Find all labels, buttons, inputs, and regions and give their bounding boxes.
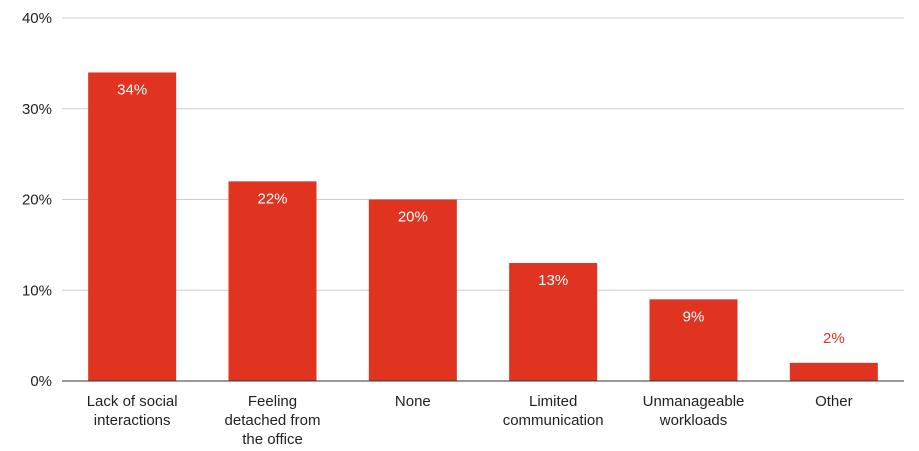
data-label: 20% — [398, 209, 428, 226]
data-label: 34% — [117, 81, 147, 98]
bars — [88, 72, 878, 381]
x-axis-category-labels: Lack of social interactions Feeling detache… — [87, 393, 853, 448]
category-label-line: Lack of social — [87, 393, 178, 410]
category-label-line: None — [395, 393, 431, 410]
category-label-line: the office — [242, 431, 303, 448]
data-label: 22% — [257, 190, 287, 207]
category-label: Limited communication — [503, 393, 604, 429]
y-tick-label: 40% — [22, 10, 52, 27]
y-tick-label: 10% — [22, 282, 52, 299]
data-label: 9% — [683, 308, 705, 325]
category-label: None — [395, 393, 431, 410]
y-tick-label: 0% — [30, 373, 52, 390]
category-label-line: communication — [503, 412, 604, 429]
category-label-line: workloads — [659, 412, 728, 429]
bar — [88, 72, 177, 381]
data-label: 2% — [823, 330, 845, 347]
gridlines — [62, 17, 904, 291]
category-label-line: Feeling — [248, 393, 297, 410]
category-label: Lack of social interactions — [87, 393, 178, 429]
category-label-line: Limited — [529, 393, 577, 410]
category-label: Other — [815, 393, 853, 410]
y-tick-label: 30% — [22, 101, 52, 118]
y-axis-tick-labels: 0% 10% 20% 30% 40% — [22, 10, 52, 390]
category-label-line: detached from — [225, 412, 321, 429]
category-label-line: Other — [815, 393, 853, 410]
data-label: 13% — [538, 272, 568, 289]
bar — [789, 362, 878, 381]
y-tick-label: 20% — [22, 192, 52, 209]
category-label-line: interactions — [94, 412, 171, 429]
category-label: Feeling detached from the office — [225, 393, 321, 448]
data-labels: 34% 22% 20% 13% 9% 2% — [117, 81, 845, 346]
category-label-line: Unmanageable — [643, 393, 745, 410]
bar — [228, 181, 317, 381]
category-label: Unmanageable workloads — [643, 393, 745, 429]
bar — [368, 199, 457, 381]
bar — [649, 299, 738, 381]
bar — [509, 263, 598, 381]
